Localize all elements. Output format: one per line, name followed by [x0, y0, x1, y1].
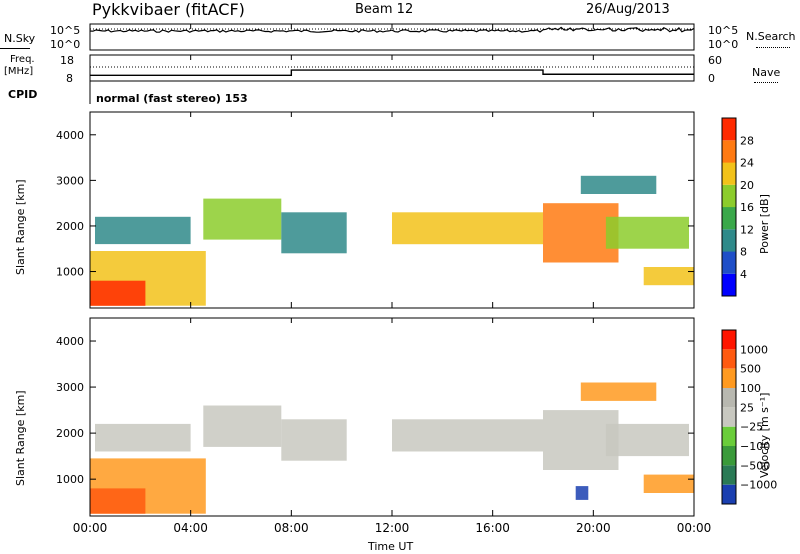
colorbar-tick-power-2: 12 [740, 223, 754, 236]
nave-tick-top: 60 [708, 54, 722, 67]
nave-label: Nave [752, 66, 781, 79]
heatmap-cell-velocity-4 [281, 419, 347, 461]
colorbar-segment-velocity-7 [722, 349, 736, 369]
freq-label: Freq. [10, 54, 35, 65]
colorbar-tick-power-1: 8 [740, 246, 747, 259]
freq-trace [90, 69, 694, 76]
freq-unit: [MHz] [4, 66, 34, 77]
heatmap-cell-power-8 [580, 175, 657, 194]
nsky-underline [0, 48, 30, 49]
heatmap-cell-power-9 [643, 267, 694, 286]
colorbar-segment-velocity-2 [722, 446, 736, 466]
xtick-label-5: 20:00 [576, 521, 611, 535]
colorbar-segment-power-7 [722, 118, 736, 141]
nsky-trace [89, 26, 695, 33]
colorbar-segment-velocity-8 [722, 330, 736, 350]
heatmap-cell-velocity-10 [643, 474, 694, 493]
ytick-label-power-0: 1000 [56, 266, 84, 279]
heatmap-cell-velocity-3 [203, 405, 282, 447]
velocity-yticks: 1000 2000 3000 4000 [56, 335, 694, 486]
colorbar-tick-velocity-5: −100 [740, 440, 770, 453]
ytick-label-power-1: 2000 [56, 220, 84, 233]
colorbar-segment-power-0 [722, 273, 736, 297]
colorbar-segment-velocity-1 [722, 465, 736, 485]
freq-tick-top: 18 [60, 54, 74, 67]
xtick-label-6: 00:00 [677, 521, 712, 535]
colorbar-segment-velocity-0 [722, 484, 736, 504]
colorbar-tick-power-5: 24 [740, 157, 754, 170]
xtick-label-0: 00:00 [73, 521, 108, 535]
colorbar-segment-power-3 [722, 207, 736, 230]
heatmap-cell-power-5 [392, 212, 543, 245]
heatmap-cell-velocity-8 [605, 423, 689, 457]
colorbar-segment-power-4 [722, 184, 736, 208]
colorbar-tick-power-3: 16 [740, 201, 754, 214]
xtick-label-1: 04:00 [173, 521, 208, 535]
power-heatmap [90, 175, 694, 306]
cpid-label: CPID [8, 88, 38, 101]
heatmap-cell-velocity-2 [95, 423, 191, 452]
colorbar-segment-velocity-6 [722, 368, 736, 388]
radar-title: Pykkvibaer (fitACF) [92, 0, 245, 19]
colorbar-tick-velocity-1: 500 [740, 363, 761, 376]
colorbar-tick-velocity-0: 1000 [740, 343, 768, 356]
nsearch-legend-line [756, 47, 790, 48]
nsky-label: N.Sky [4, 32, 36, 45]
heatmap-cell-power-7 [605, 216, 689, 249]
colorbar-tick-velocity-2: 100 [740, 382, 761, 395]
cpid-mode: normal (fast stereo) 153 [96, 92, 248, 105]
colorbar-tick-power-6: 28 [740, 134, 754, 147]
nsky-tick-bottom: 10^0 [50, 38, 81, 51]
nsky-tick-top: 10^5 [50, 24, 81, 37]
ytick-label-power-2: 3000 [56, 174, 84, 187]
nave-tick-bottom: 0 [708, 72, 715, 85]
heatmap-cell-velocity-9 [580, 382, 657, 401]
colorbar-frame-power [721, 117, 737, 297]
nave-legend-line [754, 82, 778, 83]
xtick-label-4: 16:00 [475, 521, 510, 535]
velocity-colorbar: 1000 500 100 25 −25 −100 −500 −1000 [721, 329, 777, 505]
ytick-label-velocity-1: 2000 [56, 427, 84, 440]
colorbar-tick-velocity-3: 25 [740, 401, 754, 414]
heatmap-cell-power-2 [95, 216, 191, 245]
colorbar-tick-velocity-4: −25 [740, 421, 763, 434]
heatmap-cell-velocity-7 [575, 486, 589, 500]
heatmap-cell-power-1 [90, 280, 146, 306]
ytick-label-velocity-0: 1000 [56, 473, 84, 486]
ytick-label-velocity-3: 4000 [56, 335, 84, 348]
time-axis-label: Time UT [368, 540, 414, 553]
colorbar-tick-power-4: 20 [740, 179, 754, 192]
heatmap-cell-velocity-1 [90, 488, 146, 514]
ytick-label-velocity-2: 3000 [56, 381, 84, 394]
heatmap-cell-power-3 [203, 198, 282, 240]
colorbar-segment-power-2 [722, 229, 736, 252]
nsearch-label: N.Search [746, 30, 796, 43]
colorbar-segment-power-1 [722, 251, 736, 274]
colorbar-segment-power-5 [722, 162, 736, 185]
nsearch-tick-bottom: 10^0 [708, 38, 739, 51]
colorbar-segment-velocity-3 [722, 426, 736, 446]
colorbar-segment-power-6 [722, 140, 736, 163]
power-colorbar: 4 8 12 16 20 24 28 [721, 117, 754, 297]
freq-tick-bottom: 8 [66, 72, 73, 85]
colorbar-tick-velocity-7: −1000 [740, 479, 777, 492]
power-yticks: 1000 2000 3000 4000 [56, 129, 694, 279]
beam-label: Beam 12 [355, 2, 414, 17]
colorbar-frame-velocity [721, 329, 737, 505]
colorbar-segment-velocity-4 [722, 407, 736, 427]
time-ticks: 00:00 04:00 08:00 12:00 16:00 20:00 00:00 [73, 24, 712, 535]
xtick-label-3: 12:00 [375, 521, 410, 535]
colorbar-segment-velocity-5 [722, 388, 736, 408]
heatmap-cell-velocity-5 [392, 419, 543, 452]
date-label: 26/Aug/2013 [586, 2, 670, 17]
xtick-label-2: 08:00 [274, 521, 309, 535]
heatmap-cell-power-4 [281, 212, 347, 254]
colorbar-tick-power-0: 4 [740, 268, 747, 281]
nsearch-tick-top: 10^5 [708, 24, 739, 37]
ytick-label-power-3: 4000 [56, 129, 84, 142]
velocity-heatmap [90, 382, 694, 514]
colorbar-tick-velocity-6: −500 [740, 459, 770, 472]
